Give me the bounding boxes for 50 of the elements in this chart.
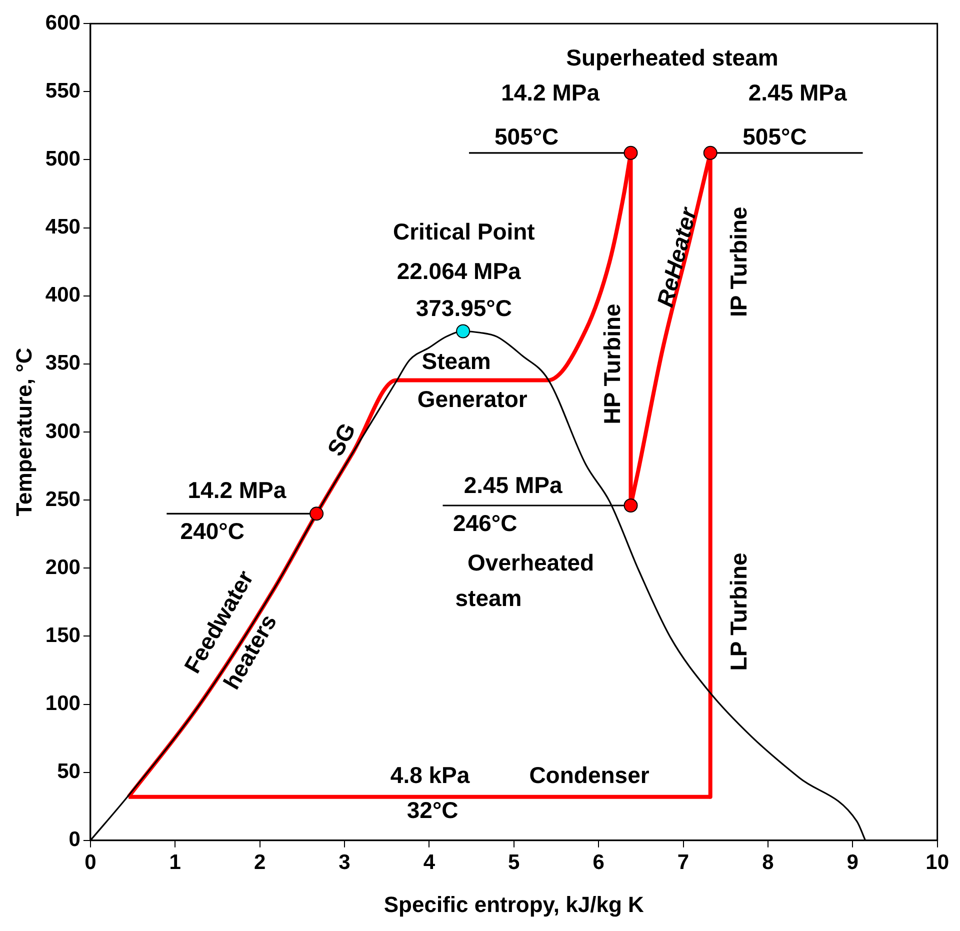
y-tick-label: 150	[45, 624, 80, 647]
annotation: 2.45 MPa	[748, 80, 848, 106]
annotation: 246°C	[452, 510, 518, 536]
annotation: Condenser	[529, 762, 650, 788]
y-axis-title: Temperature, °C	[11, 348, 36, 516]
x-tick-label: 9	[846, 850, 858, 874]
x-tick-label: 5	[508, 850, 520, 874]
x-tick-label: 0	[84, 850, 96, 874]
x-tick-label: 10	[926, 850, 949, 874]
annotation: LP Turbine	[725, 552, 752, 671]
y-tick-label: 550	[45, 79, 80, 102]
x-tick-label: 7	[677, 850, 690, 874]
annotation: steam	[455, 584, 522, 611]
annotation: 14.2 MPa	[501, 80, 600, 106]
annotation: SG	[322, 418, 361, 460]
y-tick-label: 350	[45, 352, 80, 375]
annotation: 4.8 kPa	[390, 762, 470, 788]
annotation: Superheated steam	[566, 44, 778, 70]
annotation: 2.45 MPa	[464, 472, 562, 498]
y-tick-label: 50	[57, 760, 80, 784]
x-tick-label: 6	[592, 850, 604, 874]
x-axis-title: Specific entropy, kJ/kg K	[384, 892, 644, 917]
annotation: 32°C	[406, 797, 458, 824]
y-tick-label: 200	[45, 556, 80, 579]
x-tick-label: 2	[254, 850, 266, 874]
annotation: 240°C	[180, 518, 244, 544]
annotation: 505°C	[742, 123, 807, 150]
annotation: 14.2 MPa	[188, 477, 286, 504]
y-tick-label: 0	[68, 828, 80, 852]
annotation: 22.064 MPa	[396, 258, 522, 284]
y-tick-label: 300	[45, 420, 80, 443]
annotation: Generator	[417, 386, 528, 412]
x-tick-label: 4	[423, 850, 436, 874]
x-tick-label: 1	[169, 850, 182, 874]
annotation: HP Turbine	[599, 304, 626, 424]
annotation: 505°C	[494, 123, 559, 150]
annotation: Overheated	[468, 549, 594, 576]
annotation: ReHeater	[652, 204, 702, 310]
annotation: IP Turbine	[725, 206, 752, 317]
x-tick-label: 3	[338, 850, 350, 874]
annotation: Steam	[422, 348, 491, 374]
y-tick-label: 450	[45, 216, 80, 239]
y-tick-label: 100	[45, 692, 80, 716]
annotation: 373.95°C	[416, 294, 512, 321]
y-tick-label: 500	[45, 148, 80, 171]
y-tick-label: 250	[45, 488, 80, 511]
y-tick-label: 600	[45, 11, 80, 34]
x-tick-label: 8	[762, 850, 774, 874]
annotation: Critical Point	[392, 218, 536, 245]
y-tick-label: 400	[45, 284, 80, 307]
